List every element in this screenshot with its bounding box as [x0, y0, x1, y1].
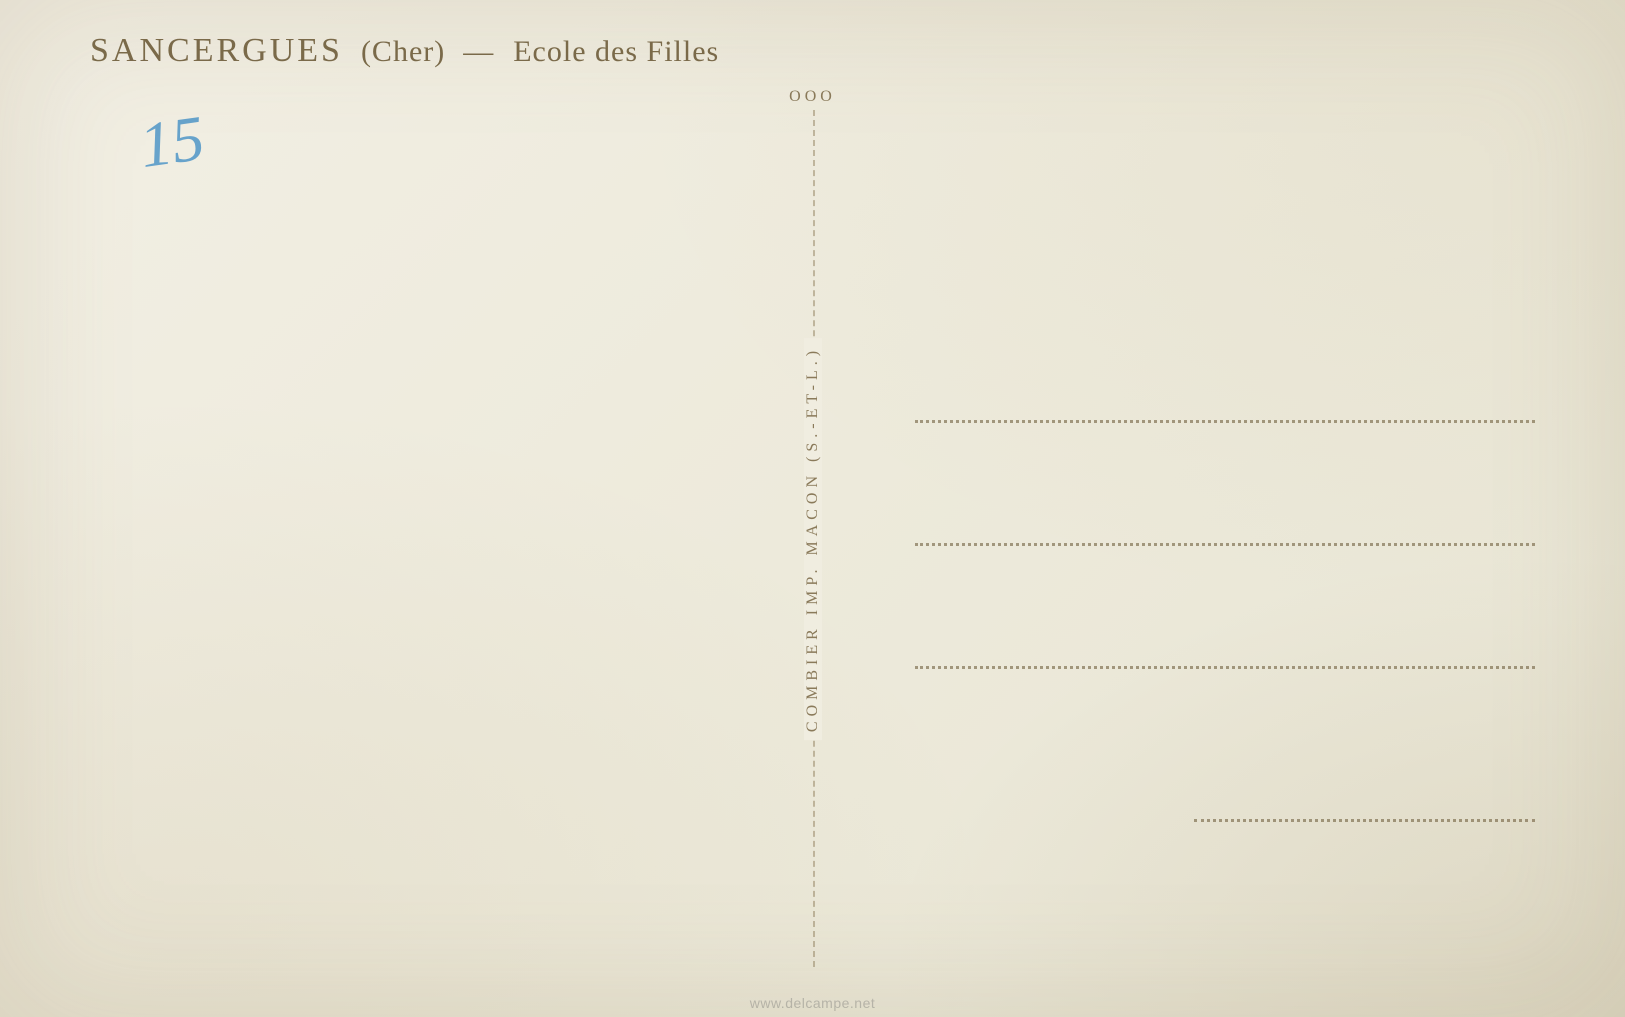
source-watermark: www.delcampe.net — [750, 995, 876, 1011]
divider-top-ornament: OOO — [789, 88, 836, 106]
handwritten-annotation: 15 — [135, 101, 209, 183]
publisher-imprint: COMBIER IMP. MACON (S.-ET-L.) — [804, 337, 822, 739]
address-line-4 — [1194, 819, 1535, 822]
address-line-1 — [915, 420, 1535, 423]
title-location: SANCERGUES — [90, 32, 343, 70]
address-line-2 — [915, 543, 1535, 546]
title-dash: — — [463, 35, 495, 69]
address-area — [915, 420, 1535, 822]
address-line-3 — [915, 666, 1535, 669]
title-department: (Cher) — [361, 35, 445, 69]
title-row: SANCERGUES (Cher) — Ecole des Filles — [90, 32, 719, 70]
title-subject: Ecole des Filles — [513, 35, 719, 69]
center-divider: OOO COMBIER IMP. MACON (S.-ET-L.) — [812, 110, 814, 967]
postcard-back: SANCERGUES (Cher) — Ecole des Filles 15 … — [0, 0, 1625, 1017]
